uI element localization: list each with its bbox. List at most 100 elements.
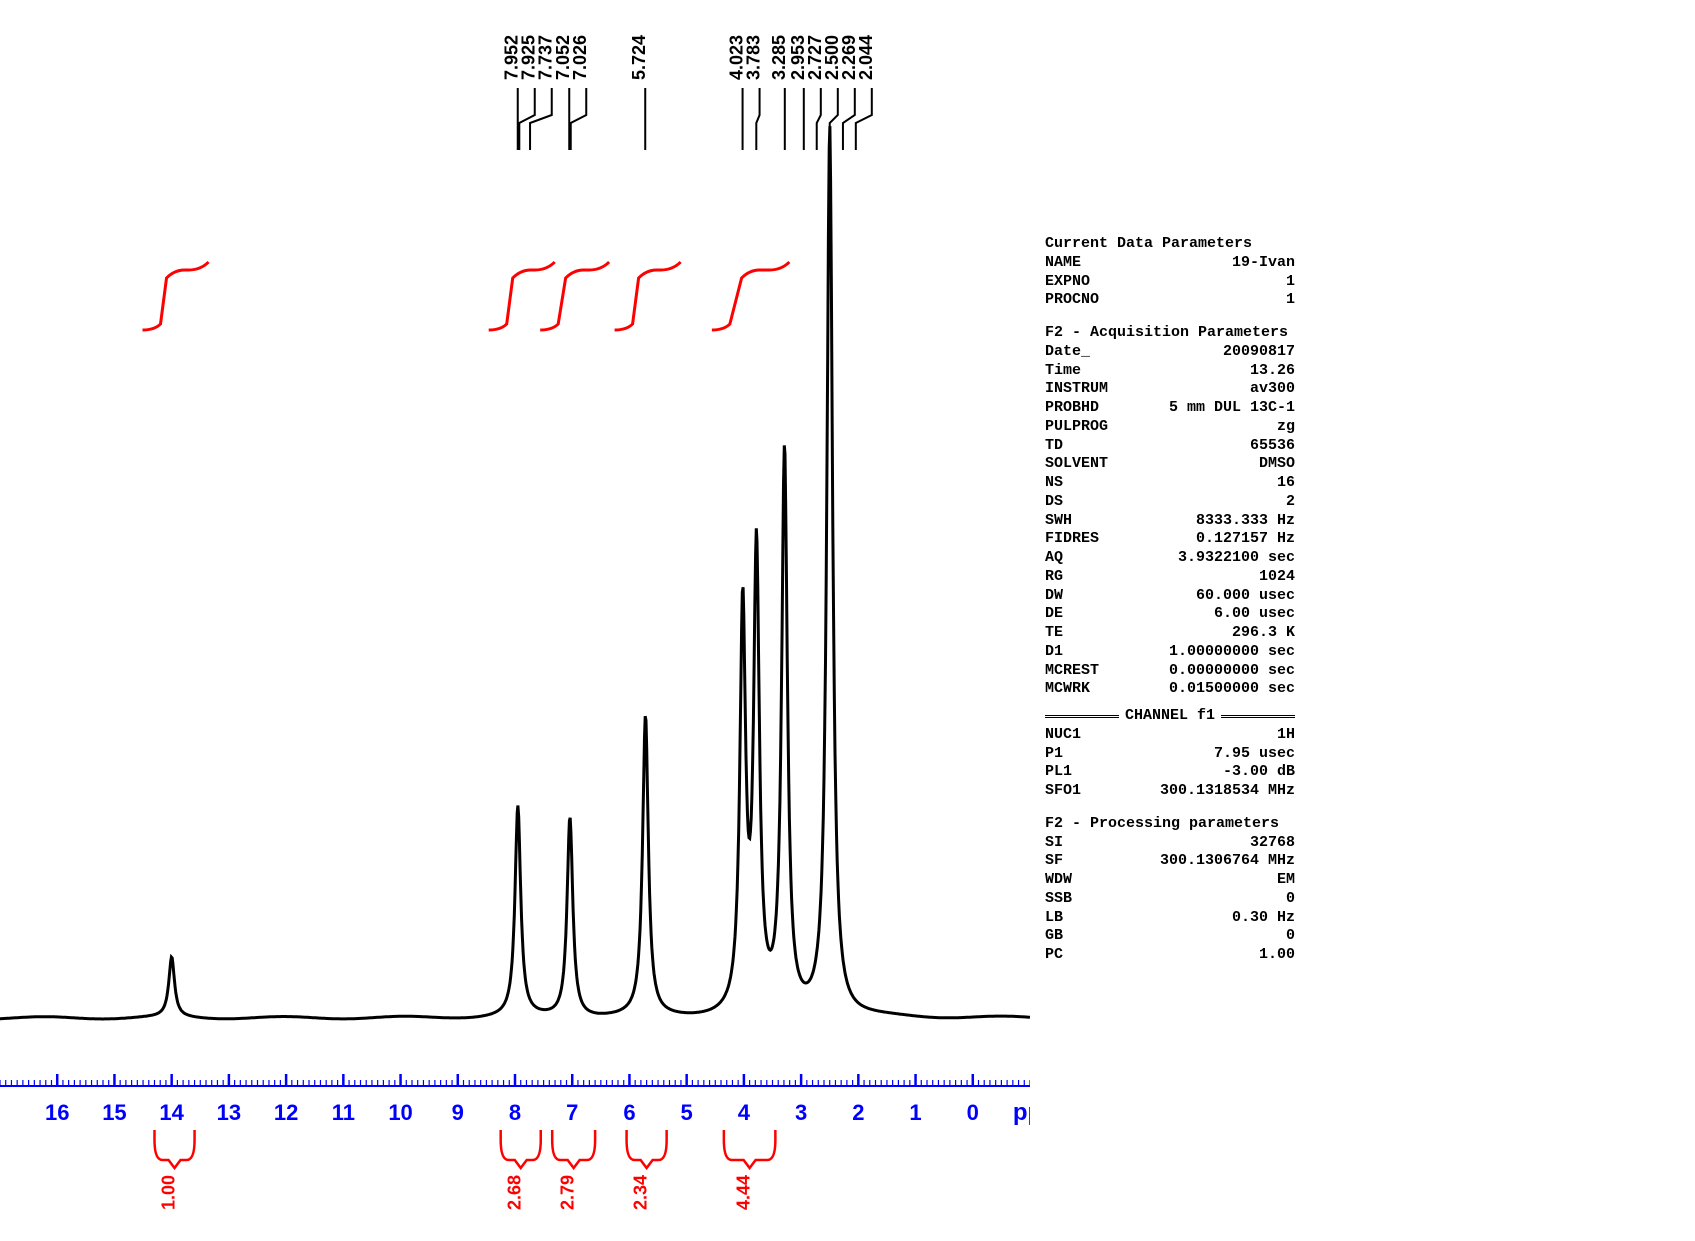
integral-curve [615, 262, 681, 330]
nmr-spectrum: 7.9527.9257.7377.0527.0265.7244.0233.783… [0, 0, 1030, 1241]
param-value: 300.1318534 MHz [1160, 782, 1295, 801]
param-value: 3.9322100 sec [1178, 549, 1295, 568]
parameter-panel: Current Data ParametersNAME19-IvanEXPNO1… [1045, 235, 1295, 965]
param-row: MCREST0.00000000 sec [1045, 662, 1295, 681]
param-row: TE296.3 K [1045, 624, 1295, 643]
param-key: WDW [1045, 871, 1072, 890]
param-value: 1H [1277, 726, 1295, 745]
param-row: SOLVENT DMSO [1045, 455, 1295, 474]
integral-bracket [627, 1130, 667, 1168]
integral-curve [143, 262, 209, 330]
integral-label: 4.44 [734, 1175, 754, 1210]
param-key: PULPROG [1045, 418, 1108, 437]
param-row: SI32768 [1045, 834, 1295, 853]
param-value: 20090817 [1223, 343, 1295, 362]
integral-curve [540, 262, 609, 330]
axis-tick-label: 10 [388, 1100, 412, 1125]
param-key: LB [1045, 909, 1063, 928]
axis-tick-label: 12 [274, 1100, 298, 1125]
param-row: AQ3.9322100 sec [1045, 549, 1295, 568]
param-value: 5 mm DUL 13C-1 [1169, 399, 1295, 418]
param-key: TD [1045, 437, 1063, 456]
param-row: TD 65536 [1045, 437, 1295, 456]
axis-tick-label: 6 [623, 1100, 635, 1125]
axis-tick-label: 4 [738, 1100, 751, 1125]
axis-tick-label: 16 [45, 1100, 69, 1125]
peak-label: 2.044 [856, 35, 876, 80]
integral-bracket [155, 1130, 195, 1168]
param-row: PROCNO1 [1045, 291, 1295, 310]
param-value: 1 [1286, 273, 1295, 292]
param-value: av300 [1250, 380, 1295, 399]
param-key: MCREST [1045, 662, 1099, 681]
param-key: NAME [1045, 254, 1081, 273]
integral-label: 2.79 [558, 1175, 578, 1210]
param-value: 8333.333 Hz [1196, 512, 1295, 531]
param-row: SSB0 [1045, 890, 1295, 909]
param-row: WDW EM [1045, 871, 1295, 890]
param-row: PC 1.00 [1045, 946, 1295, 965]
param-row: SFO1 300.1318534 MHz [1045, 782, 1295, 801]
integral-bracket [552, 1130, 595, 1168]
peak-label: 7.026 [570, 35, 590, 80]
param-row: EXPNO1 [1045, 273, 1295, 292]
param-key: SF [1045, 852, 1063, 871]
param-value: DMSO [1259, 455, 1295, 474]
param-value: 0.30 Hz [1232, 909, 1295, 928]
param-key: DE [1045, 605, 1063, 624]
param-row: FIDRES 0.127157 Hz [1045, 530, 1295, 549]
param-key: P1 [1045, 745, 1063, 764]
param-key: Date_ [1045, 343, 1090, 362]
param-row: DE 6.00 usec [1045, 605, 1295, 624]
param-row: GB0 [1045, 927, 1295, 946]
param-key: PROBHD [1045, 399, 1099, 418]
param-key: PROCNO [1045, 291, 1099, 310]
param-section-title: Current Data Parameters [1045, 235, 1295, 254]
param-value: 1024 [1259, 568, 1295, 587]
param-key: SWH [1045, 512, 1072, 531]
param-key: NS [1045, 474, 1063, 493]
param-section-title: CHANNEL f1 [1125, 707, 1215, 726]
param-value: 65536 [1250, 437, 1295, 456]
param-section-title: F2 - Processing parameters [1045, 815, 1295, 834]
peak-label: 3.285 [769, 35, 789, 80]
param-row: PL1-3.00 dB [1045, 763, 1295, 782]
integral-bracket [724, 1130, 776, 1168]
param-row: RG 1024 [1045, 568, 1295, 587]
param-key: MCWRK [1045, 680, 1090, 699]
param-row: Date_ 20090817 [1045, 343, 1295, 362]
axis-tick-label: 13 [217, 1100, 241, 1125]
param-key: PC [1045, 946, 1063, 965]
integral-curve [489, 262, 555, 330]
param-key: NUC1 [1045, 726, 1081, 745]
param-value: 6.00 usec [1214, 605, 1295, 624]
param-key: INSTRUM [1045, 380, 1108, 399]
param-key: SOLVENT [1045, 455, 1108, 474]
param-value: 296.3 K [1232, 624, 1295, 643]
axis-tick-label: 1 [909, 1100, 921, 1125]
axis-tick-label: 2 [852, 1100, 864, 1125]
param-row: SWH 8333.333 Hz [1045, 512, 1295, 531]
param-value: 60.000 usec [1196, 587, 1295, 606]
param-value: 1.00 [1259, 946, 1295, 965]
param-key: DW [1045, 587, 1063, 606]
axis-tick-label: 8 [509, 1100, 521, 1125]
param-key: DS [1045, 493, 1063, 512]
param-value: 16 [1277, 474, 1295, 493]
param-value: 0 [1286, 927, 1295, 946]
param-key: FIDRES [1045, 530, 1099, 549]
param-section-title: F2 - Acquisition Parameters [1045, 324, 1295, 343]
axis-tick-label: 3 [795, 1100, 807, 1125]
param-key: RG [1045, 568, 1063, 587]
param-value: EM [1277, 871, 1295, 890]
param-row: NUC1 1H [1045, 726, 1295, 745]
param-value: 300.1306764 MHz [1160, 852, 1295, 871]
axis-tick-label: 7 [566, 1100, 578, 1125]
integral-label: 2.34 [631, 1175, 651, 1210]
axis-tick-label: 11 [332, 1100, 355, 1125]
param-key: PL1 [1045, 763, 1072, 782]
param-row: INSTRUM av300 [1045, 380, 1295, 399]
integral-bracket [501, 1130, 541, 1168]
param-key: SFO1 [1045, 782, 1081, 801]
param-value: 0.127157 Hz [1196, 530, 1295, 549]
